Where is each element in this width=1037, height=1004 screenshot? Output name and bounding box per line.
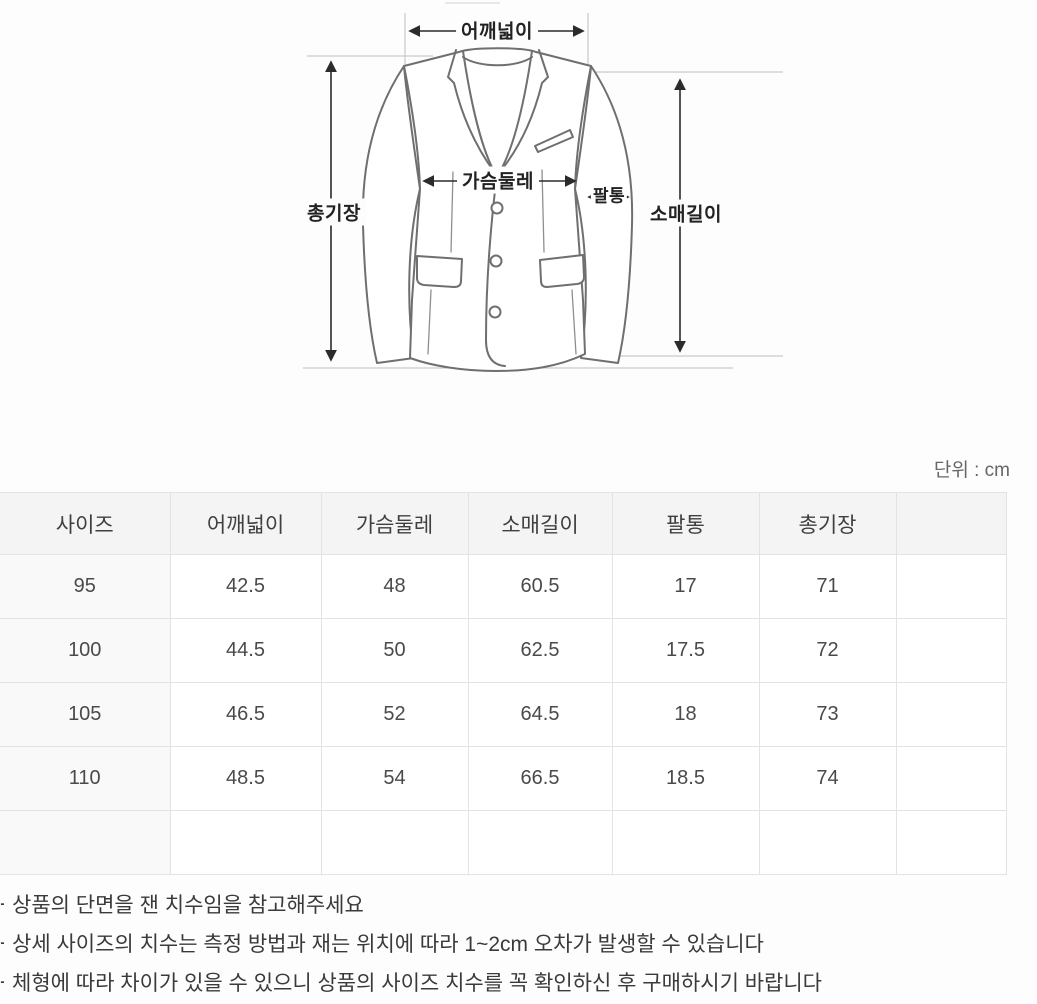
cell-empty — [895, 746, 1007, 811]
cell-value: 71 — [758, 554, 897, 619]
cell-value: 73 — [758, 682, 897, 747]
col-header-arm: 팔통 — [611, 492, 760, 555]
cell-value: 46.5 — [169, 682, 322, 747]
cell-value: 48 — [320, 554, 469, 619]
cell-empty — [611, 810, 760, 875]
table-row: 105 46.5 52 64.5 18 73 — [0, 682, 1007, 747]
table-header-row: 사이즈 어깨넓이 가슴둘레 소매길이 팔통 총기장 — [0, 492, 1007, 555]
col-header-chest: 가슴둘레 — [320, 492, 469, 555]
col-header-empty — [895, 492, 1007, 555]
cell-value: 54 — [320, 746, 469, 811]
note-bullet: - — [0, 970, 4, 994]
cell-empty — [758, 810, 897, 875]
table-row: 100 44.5 50 62.5 17.5 72 — [0, 618, 1007, 683]
cell-value: 74 — [758, 746, 897, 811]
note-text: 체형에 따라 차이가 있을 수 있으니 상품의 사이즈 치수를 꼭 확인하신 후… — [12, 971, 823, 995]
cell-empty — [467, 810, 613, 875]
cell-value: 62.5 — [467, 618, 613, 683]
cell-size: 100 — [0, 618, 171, 683]
note-line: - 상세 사이즈의 치수는 측정 방법과 재는 위치에 따라 1~2cm 오차가… — [0, 923, 1037, 962]
note-bullet: - — [0, 892, 4, 916]
cell-empty — [895, 618, 1007, 683]
jacket-right-sleeve — [574, 65, 634, 364]
cell-value: 48.5 — [169, 746, 322, 811]
shoulder-width-label: 어깨넓이 — [456, 16, 538, 44]
cell-empty — [320, 810, 469, 875]
size-table-header: 사이즈 어깨넓이 가슴둘레 소매길이 팔통 총기장 — [0, 492, 1007, 555]
cell-value: 18.5 — [611, 746, 760, 811]
note-bullet: - — [0, 931, 4, 955]
jacket-illustration — [361, 47, 634, 372]
table-row-empty — [0, 810, 1007, 875]
jacket-right-pocket-flap — [539, 254, 585, 288]
cell-value: 50 — [320, 618, 469, 683]
jacket-back-collar — [462, 56, 533, 67]
cell-value: 72 — [758, 618, 897, 683]
unit-label: 단위 : cm — [933, 460, 1010, 481]
arm-width-label: 팔통 — [590, 181, 628, 207]
cell-value: 17 — [611, 554, 760, 619]
cell-value: 64.5 — [467, 682, 613, 747]
sleeve-length-label: 소매길이 — [645, 199, 727, 227]
jacket-breast-pocket — [534, 129, 574, 153]
cell-value: 60.5 — [467, 554, 613, 619]
cell-value: 44.5 — [169, 618, 322, 683]
cell-size: 110 — [0, 746, 171, 811]
cell-empty — [895, 682, 1007, 747]
cell-value: 42.5 — [169, 554, 322, 619]
cell-empty — [895, 554, 1007, 619]
col-header-length: 총기장 — [758, 492, 897, 555]
cell-value: 66.5 — [467, 746, 613, 811]
cell-value: 18 — [611, 682, 760, 747]
jacket-front-edge — [485, 173, 506, 367]
cell-value: 17.5 — [611, 618, 760, 683]
jacket-buttons — [488, 201, 504, 319]
table-row: 95 42.5 48 60.5 17 71 — [0, 554, 1007, 619]
cell-size: 95 — [0, 554, 171, 619]
note-text: 상품의 단면을 잰 치수임을 참고해주세요 — [12, 893, 364, 917]
jacket-lapels — [447, 49, 549, 174]
col-header-shoulder: 어깨넓이 — [169, 492, 322, 555]
col-header-size: 사이즈 — [0, 492, 171, 555]
note-line: - 상품의 단면을 잰 치수임을 참고해주세요 — [0, 884, 1037, 923]
jacket-diagram-svg — [303, 2, 783, 372]
col-header-sleeve: 소매길이 — [467, 492, 613, 555]
jacket-left-pocket-flap — [416, 255, 463, 288]
total-length-label: 총기장 — [302, 198, 366, 226]
cell-size — [0, 810, 171, 875]
cell-empty — [169, 810, 322, 875]
chest-label: 가슴둘레 — [457, 166, 539, 194]
cell-empty — [895, 810, 1007, 875]
size-table: 사이즈 어깨넓이 가슴둘레 소매길이 팔통 총기장 95 42.5 48 60.… — [0, 492, 1007, 875]
note-text: 상세 사이즈의 치수는 측정 방법과 재는 위치에 따라 1~2cm 오차가 발… — [12, 932, 764, 956]
cell-size: 105 — [0, 682, 171, 747]
jacket-measurement-diagram: 어깨넓이 총기장 가슴둘레 팔통 소매길이 — [0, 0, 1037, 455]
cell-value: 52 — [320, 682, 469, 747]
table-row: 110 48.5 54 66.5 18.5 74 — [0, 746, 1007, 811]
note-line: - 체형에 따라 차이가 있을 수 있으니 상품의 사이즈 치수를 꼭 확인하신… — [0, 962, 1037, 1001]
jacket-left-sleeve — [361, 65, 421, 364]
size-notes: - 상품의 단면을 잰 치수임을 참고해주세요 - 상세 사이즈의 치수는 측정… — [0, 884, 1037, 1001]
